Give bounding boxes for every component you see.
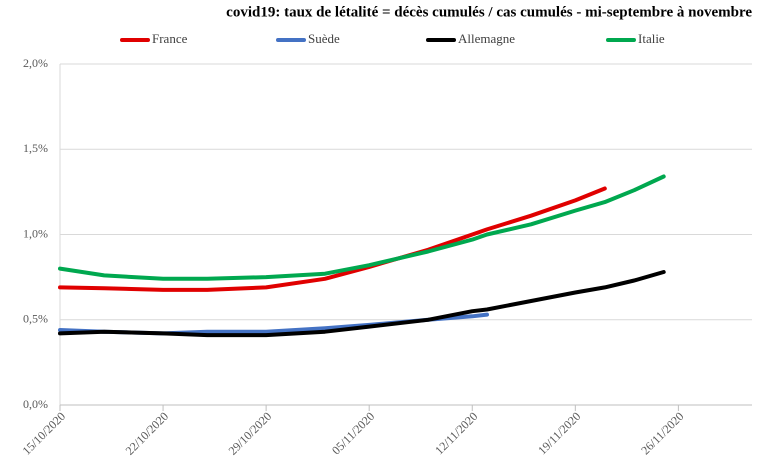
- legend-label: Suède: [308, 31, 340, 46]
- legend-label: Allemagne: [458, 31, 515, 46]
- y-tick-label: 0,5%: [23, 312, 48, 326]
- y-tick-label: 2,0%: [23, 56, 48, 70]
- x-tick-label: 05/11/2020: [329, 409, 377, 457]
- series-line: [58, 186, 607, 292]
- x-tick-label: 26/11/2020: [638, 409, 686, 457]
- y-tick-label: 1,0%: [23, 226, 48, 240]
- legend-label: France: [152, 31, 188, 46]
- series-line: [58, 174, 666, 281]
- legend: France Suède Allemagne Italie: [120, 31, 665, 46]
- x-tick-label: 22/10/2020: [123, 409, 172, 458]
- x-tick-label: 15/10/2020: [20, 409, 69, 458]
- legend-label: Italie: [638, 31, 665, 46]
- series-line: [58, 270, 666, 338]
- x-tick-label: 12/11/2020: [432, 409, 480, 457]
- x-tick-label: 29/10/2020: [226, 409, 275, 458]
- x-tick-label: 19/11/2020: [535, 409, 583, 457]
- y-tick-label: 0,0%: [23, 397, 48, 411]
- chart-title: covid19: taux de létalité = décès cumulé…: [226, 4, 752, 20]
- y-tick-label: 1,5%: [23, 141, 48, 155]
